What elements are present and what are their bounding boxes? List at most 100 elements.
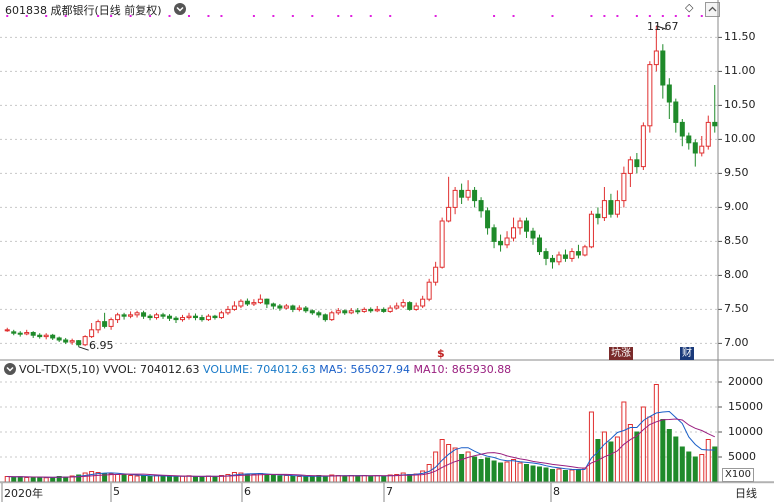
volume-bar: [89, 471, 95, 483]
candle-body: [89, 329, 95, 338]
candle-body: [536, 237, 543, 253]
chevron-down-icon[interactable]: [4, 363, 16, 375]
dividend-marker[interactable]: $: [437, 347, 445, 360]
indicator-name: VOL-TDX(5,10): [19, 363, 100, 376]
candle-body: [348, 310, 354, 314]
volume-bar: [141, 475, 147, 483]
diamond-icon[interactable]: ◇: [685, 1, 694, 14]
candle-body: [666, 84, 672, 103]
volume-bar: [342, 475, 348, 483]
stock-name: 成都银行: [50, 4, 95, 17]
candle-body: [686, 135, 692, 144]
stock-code: 601838: [5, 4, 47, 17]
event-marker[interactable]: 坑涨: [609, 347, 633, 360]
volume-bar: [17, 476, 23, 483]
marker-dot: [6, 15, 9, 17]
price-tick-label: 8.00: [724, 268, 749, 282]
volume-bar: [4, 476, 10, 483]
period-label[interactable]: 日线: [735, 487, 757, 500]
marker-dot: [590, 15, 593, 17]
candle-body: [679, 121, 685, 137]
candle-body: [277, 305, 283, 309]
volume-bar: [660, 419, 666, 483]
candle-body: [186, 315, 192, 319]
volume-bar: [582, 467, 588, 483]
candle-body: [692, 142, 698, 154]
volume-bar: [504, 461, 510, 483]
candle-body: [231, 305, 237, 310]
volume-bar: [121, 474, 127, 483]
price-tick-label: 9.50: [724, 166, 749, 180]
volume-bar: [290, 475, 296, 483]
volume-bar: [588, 411, 594, 483]
high-price-label: 11.67: [647, 20, 679, 33]
marker-dot: [350, 15, 353, 17]
time-tick-label: 6: [244, 485, 251, 498]
low-pointer: [78, 346, 89, 351]
candle-body: [478, 200, 484, 212]
candle-body: [225, 308, 231, 314]
candle-body: [24, 332, 30, 335]
volume-bar: [212, 476, 218, 483]
candle-body: [335, 310, 341, 314]
candle-body: [699, 145, 705, 154]
marker-dot: [187, 15, 190, 17]
vvol-value: VVOL: 704012.63: [103, 363, 200, 376]
finance-marker[interactable]: 财: [680, 347, 694, 360]
marker-dot: [64, 15, 67, 17]
volume-bar: [530, 465, 536, 483]
volume-bar: [251, 474, 257, 483]
candle-body: [296, 307, 302, 310]
candle-body: [128, 314, 134, 317]
candle-body: [621, 172, 627, 202]
chevron-down-icon[interactable]: [174, 3, 186, 15]
volume-tick-label: 20000: [728, 375, 763, 388]
volume-bar: [205, 475, 211, 483]
marker-dot: [149, 15, 152, 17]
candle-body: [283, 305, 289, 309]
candle-body: [381, 308, 387, 312]
candle-body: [374, 308, 380, 312]
candle-body: [420, 298, 426, 307]
candle-body: [588, 213, 594, 248]
candle-body: [82, 336, 88, 346]
volume-bar: [653, 384, 659, 483]
volume-bar: [192, 476, 198, 483]
volume-bar: [705, 439, 711, 483]
candle-body: [627, 159, 633, 174]
candle-body: [257, 298, 263, 304]
price-tick-label: 10.00: [724, 132, 756, 146]
candle-body: [147, 315, 153, 319]
volume-bar: [524, 464, 530, 483]
volume-bar: [465, 451, 471, 483]
volume-bar: [309, 476, 315, 483]
candle-body: [50, 334, 56, 339]
candle-body: [485, 210, 491, 229]
volume-bar: [296, 476, 302, 483]
time-tick-label: 7: [386, 485, 393, 498]
price-tick-label: 7.50: [724, 302, 749, 316]
volume-bar: [692, 456, 698, 483]
volume-bar: [569, 469, 575, 483]
marker-dot: [291, 15, 294, 17]
price-tick-label: 9.00: [724, 200, 749, 214]
marker-dot: [272, 15, 275, 17]
volume-bar: [634, 431, 640, 483]
chevron-up-icon[interactable]: [705, 2, 720, 17]
volume-bar: [536, 466, 543, 483]
volume-bar: [173, 476, 179, 483]
candle-body: [95, 321, 101, 331]
volume-bar: [679, 446, 685, 483]
candle-body: [387, 307, 393, 312]
volume-bar: [147, 476, 153, 483]
candle-body: [251, 302, 257, 305]
volume-bar: [179, 475, 186, 483]
candle-body: [205, 315, 211, 321]
volume-bar: [627, 424, 633, 483]
volume-bar: [472, 456, 478, 483]
candle-body: [569, 251, 575, 259]
candle-body: [452, 189, 458, 208]
volume-bar: [491, 460, 497, 483]
volume-bar: [478, 459, 484, 483]
